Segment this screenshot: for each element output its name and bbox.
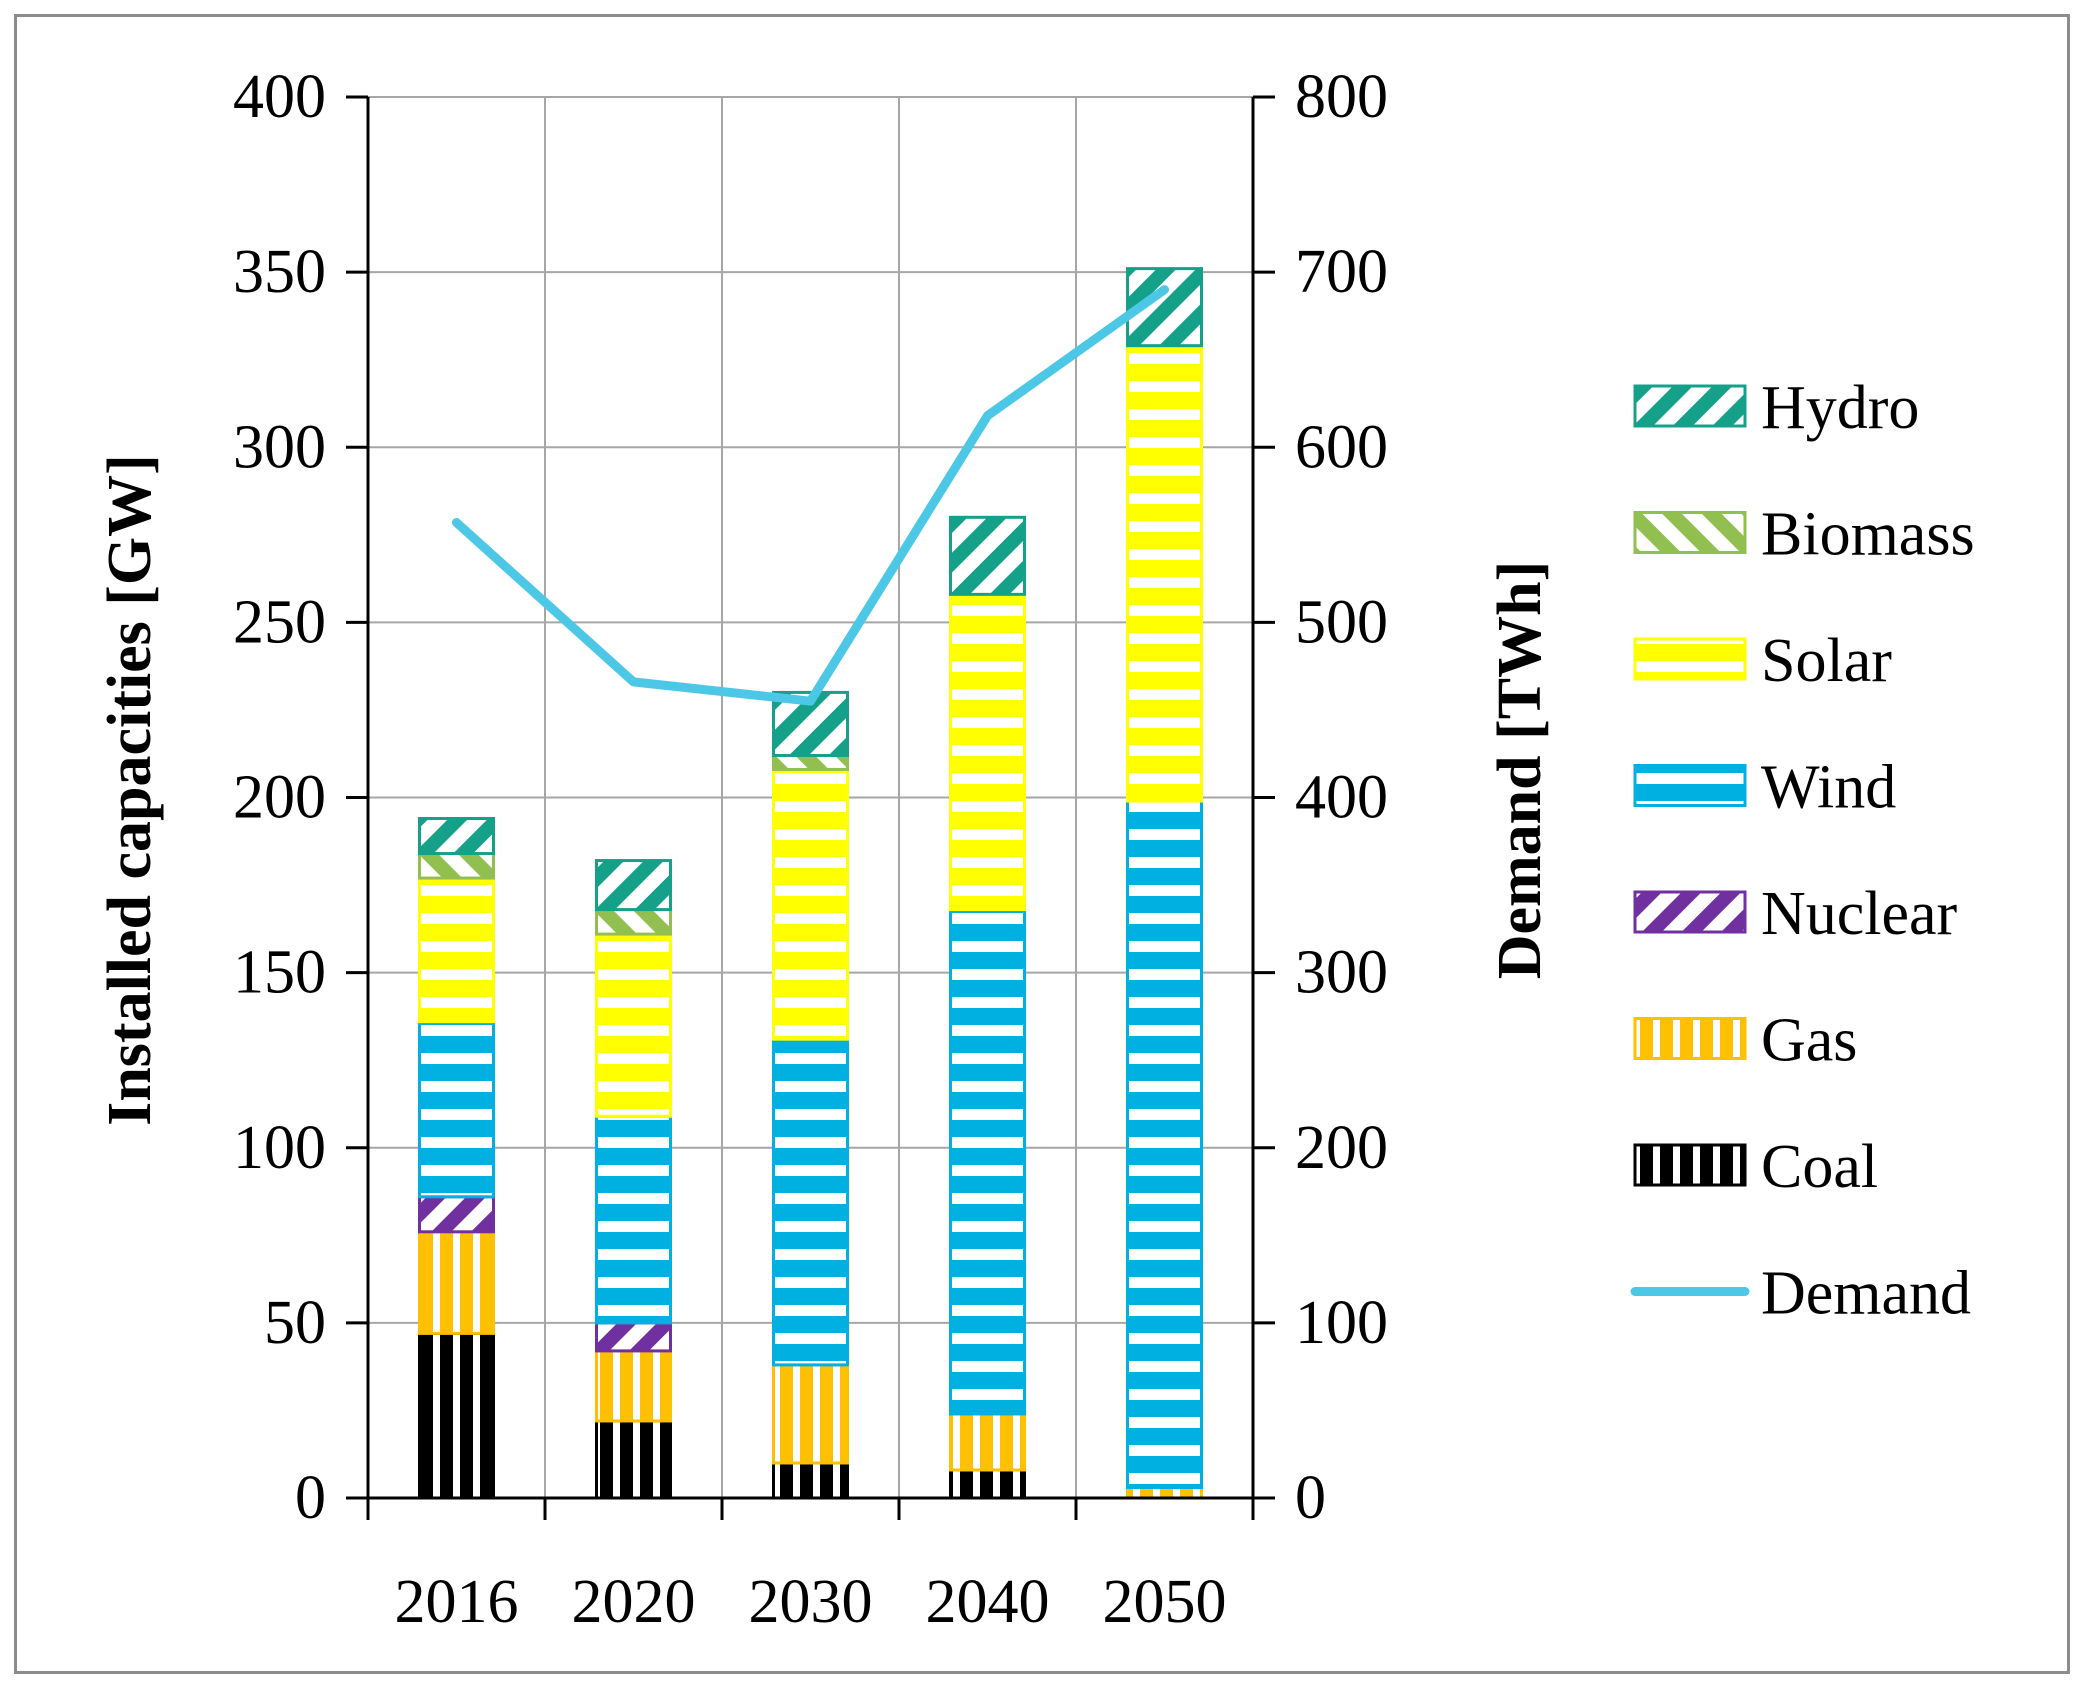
bar-wind-2020 — [595, 1114, 672, 1325]
legend-swatch-wind — [1633, 764, 1747, 807]
right-tick-label: 500 — [1295, 588, 1388, 656]
left-tick-label: 200 — [233, 764, 326, 832]
bar-biomass-2030 — [772, 753, 849, 771]
bar-gas-2040 — [949, 1412, 1026, 1472]
bar-nuclear-2020 — [595, 1321, 672, 1353]
bar-nuclear-2016 — [418, 1195, 495, 1234]
legend-swatch-hydro — [1633, 384, 1747, 428]
legend-label-coal: Coal — [1761, 1133, 1878, 1201]
bar-coal-2016 — [418, 1331, 495, 1500]
bar-coal-2020 — [595, 1419, 672, 1500]
bar-gas-2016 — [418, 1230, 495, 1335]
bar-hydro-2040 — [949, 515, 1026, 596]
left-tick-label: 50 — [264, 1289, 326, 1357]
bar-solar-2016 — [418, 876, 495, 1024]
legend-swatch-nuclear — [1633, 890, 1747, 934]
legend: Hydro Biomass Solar Wind Nuclear Gas Coal Deman… — [1630, 374, 1975, 1328]
tick-labels: 0 50 100 150 200 250 300 350 400 0 100 200 300 400 500… — [233, 63, 1388, 1636]
legend-label-nuclear: Nuclear — [1761, 880, 1958, 948]
bar-wind-2030 — [772, 1037, 849, 1367]
x-tick-label: 2040 — [926, 1568, 1050, 1636]
right-axis-title: Demand [TWh] — [1486, 561, 1554, 980]
bar-coal-2030 — [772, 1461, 849, 1500]
bar-coal-2040 — [949, 1468, 1026, 1500]
bar-solar-2020 — [595, 932, 672, 1118]
bars — [418, 267, 1203, 1500]
bar-solar-2050 — [1126, 344, 1203, 803]
bar-solar-2040 — [949, 592, 1026, 912]
gridlines — [368, 96, 1253, 1498]
left-tick-label: 400 — [233, 63, 326, 131]
demand-line-group — [452, 285, 1169, 706]
legend-label-solar: Solar — [1761, 627, 1892, 695]
left-tick-label: 250 — [233, 588, 326, 656]
left-tick-label: 300 — [233, 413, 326, 481]
bar-gas-2030 — [772, 1363, 849, 1465]
right-tick-label: 400 — [1295, 764, 1388, 832]
right-tick-label: 0 — [1295, 1464, 1326, 1532]
axes — [346, 95, 1275, 1520]
right-tick-label: 800 — [1295, 63, 1388, 131]
bar-biomass-2020 — [595, 908, 672, 936]
bar-hydro-2016 — [418, 817, 495, 856]
legend-label-hydro: Hydro — [1761, 374, 1919, 442]
legend-swatch-gas — [1633, 1017, 1747, 1060]
left-tick-label: 0 — [295, 1464, 326, 1532]
left-axis-title: Installed capacities [GW] — [96, 454, 164, 1126]
bar-gas-2020 — [595, 1349, 672, 1423]
legend-label-demand: Demand — [1761, 1260, 1971, 1328]
right-tick-label: 300 — [1295, 939, 1388, 1007]
bar-wind-2016 — [418, 1020, 495, 1199]
right-tick-label: 600 — [1295, 413, 1388, 481]
bar-wind-2050 — [1126, 799, 1203, 1489]
legend-label-wind: Wind — [1761, 754, 1896, 822]
legend-swatch-biomass — [1633, 511, 1747, 554]
x-tick-label: 2050 — [1103, 1568, 1227, 1636]
bar-gas-2050 — [1126, 1485, 1203, 1500]
left-tick-label: 100 — [233, 1114, 326, 1182]
legend-swatch-solar — [1633, 637, 1747, 681]
right-tick-label: 200 — [1295, 1114, 1388, 1182]
bar-solar-2030 — [772, 767, 849, 1041]
left-tick-label: 150 — [233, 939, 326, 1007]
legend-label-gas: Gas — [1761, 1007, 1857, 1075]
right-tick-label: 700 — [1295, 238, 1388, 306]
demand-line — [452, 285, 1169, 706]
x-tick-label: 2020 — [572, 1568, 696, 1636]
bar-hydro-2020 — [595, 859, 672, 912]
x-tick-label: 2030 — [749, 1568, 873, 1636]
chart-frame — [14, 14, 2070, 1674]
right-tick-label: 100 — [1295, 1289, 1388, 1357]
legend-swatch-coal — [1633, 1143, 1747, 1187]
left-tick-label: 350 — [233, 238, 326, 306]
bar-biomass-2016 — [418, 852, 495, 880]
bar-wind-2040 — [949, 908, 1026, 1416]
x-tick-label: 2016 — [395, 1568, 519, 1636]
legend-label-biomass: Biomass — [1761, 501, 1975, 569]
